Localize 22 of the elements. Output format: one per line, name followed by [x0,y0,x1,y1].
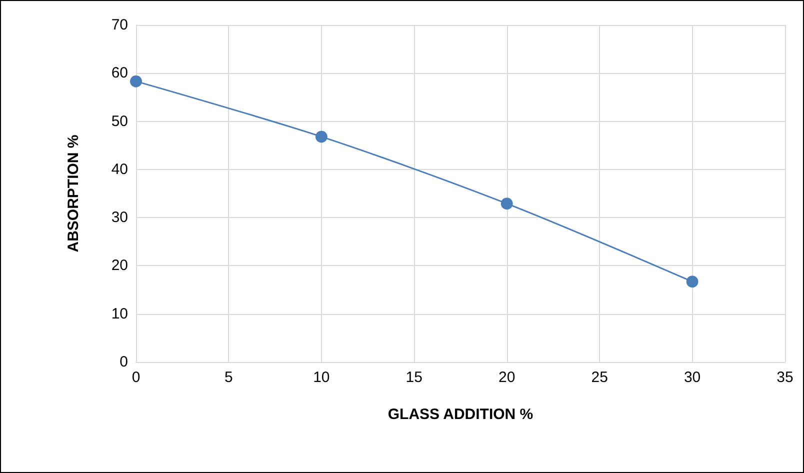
x-tick-label: 20 [498,369,516,386]
point [500,198,513,210]
point [130,75,142,88]
x-tick-label: 25 [591,369,608,386]
point [686,276,698,288]
y-tick-label: 20 [111,257,128,274]
x-tick-label: 0 [132,369,140,386]
y-axis-title: ABSORPTION % [65,134,82,252]
x-tick-label: 15 [406,369,422,386]
x-tick-label: 35 [776,369,794,386]
y-tick-label: 30 [111,209,128,226]
x-tick-label: 10 [313,369,330,386]
y-tick-label: 0 [120,354,128,370]
x-axis-title: GLASS ADDITION % [388,406,534,423]
y-tick-label: 70 [111,16,128,34]
point [315,130,328,143]
y-tick-label: 40 [111,160,128,178]
y-tick-label: 50 [111,112,128,130]
y-tick-label: 60 [111,64,128,82]
x-tick-label: 30 [684,369,701,386]
y-tick-label: 10 [111,305,128,322]
x-tick-label: 5 [224,369,233,386]
